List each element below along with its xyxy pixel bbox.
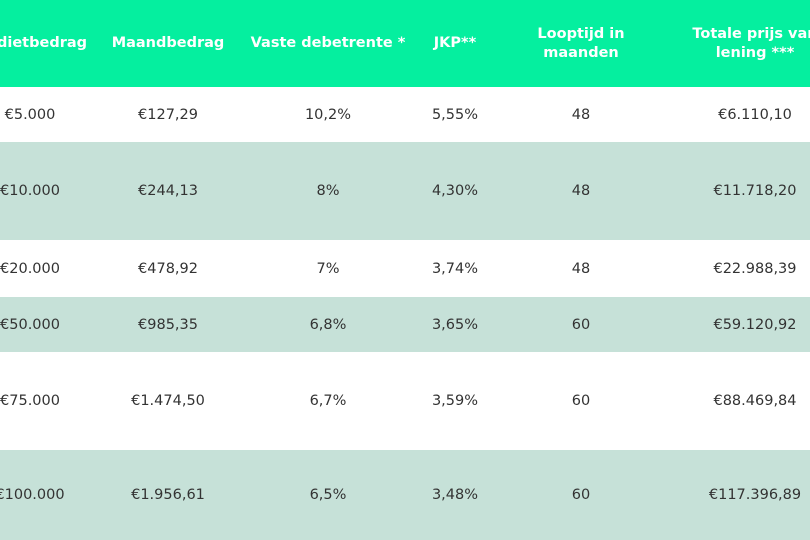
table-cell: 3,74% xyxy=(431,260,479,277)
table-header: dietbedrag Maandbedrag Vaste debetrente * J… xyxy=(0,0,810,87)
header-cell: JKP** xyxy=(410,0,500,87)
table-row: €100.000 €1.956,61 6,5% 3,48% 60 €117.396,89 xyxy=(0,450,810,540)
table-row: €10.000 €244,13 8% 4,30% 48 €11.718,20 xyxy=(0,142,810,240)
header-cell: Vaste debetrente * xyxy=(243,0,413,87)
header-text: Vaste debetrente * xyxy=(250,35,406,51)
table-cell: 48 xyxy=(571,106,591,123)
table-cell: €1.474,50 xyxy=(131,393,205,409)
table-cell: €244,13 xyxy=(138,183,198,199)
table-cell: €88.469,84 xyxy=(713,393,797,409)
table-cell: 3,65% xyxy=(431,316,479,333)
header-cell: Maandbedrag xyxy=(98,0,238,87)
header-cell: dietbedrag xyxy=(0,0,102,87)
table-cell: 60 xyxy=(571,393,591,409)
table-cell: €75.000 xyxy=(0,393,60,409)
table-cell: 3,59% xyxy=(431,393,479,409)
header-text: Maandbedrag xyxy=(111,35,225,51)
table-cell: 4,30% xyxy=(431,183,479,199)
table-cell: €127,29 xyxy=(138,106,198,123)
header-text: maanden xyxy=(543,44,619,61)
table-cell: €478,92 xyxy=(138,260,198,277)
table-cell: €985,35 xyxy=(138,316,198,333)
table-cell: 6,8% xyxy=(309,316,347,333)
table-cell: 8% xyxy=(316,183,340,199)
table-cell: 60 xyxy=(571,487,591,503)
table-cell: 7% xyxy=(316,260,340,277)
table-cell: 10,2% xyxy=(304,106,352,123)
table-cell: €100.000 xyxy=(0,487,65,503)
table-cell: 3,48% xyxy=(431,487,479,503)
table-cell: 6,5% xyxy=(309,487,347,503)
table-cell: €5.000 xyxy=(4,106,56,123)
header-cell: Looptijd in maanden xyxy=(516,0,646,87)
header-text: dietbedrag xyxy=(0,35,88,51)
table-cell: €1.956,61 xyxy=(131,487,205,503)
table-row: €5.000 €127,29 10,2% 5,55% 48 €6.110,10 xyxy=(0,87,810,142)
header-text: Looptijd in xyxy=(537,25,625,42)
table-cell: 6,7% xyxy=(309,393,347,409)
table-cell: 48 xyxy=(571,183,591,199)
header-text: lening *** xyxy=(715,44,795,61)
table-row: €20.000 €478,92 7% 3,74% 48 €22.988,39 xyxy=(0,240,810,297)
table-cell: 5,55% xyxy=(431,106,479,123)
table-row: €75.000 €1.474,50 6,7% 3,59% 60 €88.469,84 xyxy=(0,352,810,450)
table-cell: €10.000 xyxy=(0,183,60,199)
table-cell: €6.110,10 xyxy=(718,106,792,123)
header-text: JKP** xyxy=(433,35,477,51)
table-cell: €50.000 xyxy=(0,316,60,333)
table-cell: €20.000 xyxy=(0,260,60,277)
table-row: €50.000 €985,35 6,8% 3,65% 60 €59.120,92 xyxy=(0,297,810,352)
table-cell: 48 xyxy=(571,260,591,277)
table-cell: €11.718,20 xyxy=(713,183,797,199)
table-cell: €117.396,89 xyxy=(708,487,802,503)
table-cell: 60 xyxy=(571,316,591,333)
table-cell: €59.120,92 xyxy=(713,316,797,333)
table-cell: €22.988,39 xyxy=(713,260,797,277)
header-cell: Totale prijs van lening *** xyxy=(670,0,810,87)
header-text: Totale prijs van xyxy=(692,25,810,42)
